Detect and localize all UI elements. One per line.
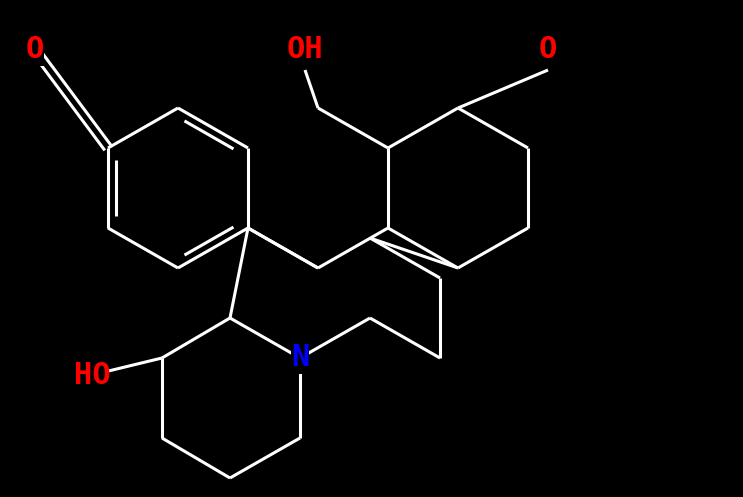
FancyBboxPatch shape (291, 342, 309, 374)
FancyBboxPatch shape (539, 34, 557, 66)
Text: O: O (539, 35, 557, 65)
FancyBboxPatch shape (76, 359, 108, 391)
Text: OH: OH (287, 35, 323, 65)
Text: O: O (26, 35, 44, 65)
Text: HO: HO (74, 360, 111, 390)
Text: N: N (291, 343, 309, 372)
FancyBboxPatch shape (26, 34, 44, 66)
FancyBboxPatch shape (289, 34, 321, 66)
